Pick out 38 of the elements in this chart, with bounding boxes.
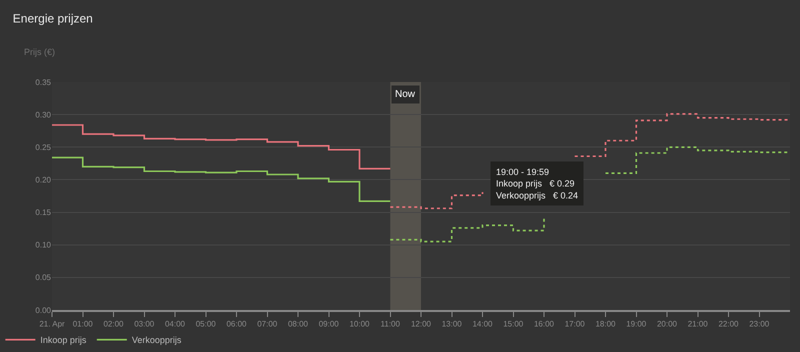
x-tick-label: 21:00	[688, 320, 708, 329]
x-tick-label: 19:00	[626, 320, 647, 329]
x-tick-label: 16:00	[534, 320, 555, 329]
x-tick-label: 03:00	[134, 320, 155, 329]
band-label: Now	[395, 89, 416, 100]
chart-title: Energie prijzen	[12, 11, 93, 26]
x-tick-label: 08:00	[288, 320, 309, 329]
x-tick-label: 11:00	[380, 320, 401, 329]
y-axis-title: Prijs (€)	[24, 47, 55, 57]
x-tick-label: 02:00	[103, 320, 124, 329]
annotation: 19:00 - 19:59 Inkoop prijs € 0.29 Verkoopprijs € 0.24	[496, 167, 578, 200]
x-tick-label: 23:00	[749, 320, 770, 329]
x-tick-label: 06:00	[226, 320, 248, 329]
y-tick-label: 0.25	[35, 142, 52, 152]
legend-label: Inkoop prijs	[40, 335, 87, 346]
x-tick-label: 13:00	[442, 320, 462, 329]
x-tick-label: 05:00	[196, 320, 216, 329]
legend-label: Verkoopprijs	[132, 335, 182, 346]
x-tick-label: 21. Apr	[39, 320, 66, 329]
x-tick-label: 04:00	[164, 320, 186, 329]
x-tick-label: 01:00	[72, 320, 94, 329]
y-tick-label: 0.15	[35, 208, 52, 218]
x-tick-label: 09:00	[318, 320, 340, 329]
x-tick-label: 20:00	[656, 320, 678, 329]
y-tick-label: 0.20	[35, 176, 52, 185]
y-tick-label: 0.00	[35, 306, 52, 315]
y-tick-label: 0.35	[35, 78, 52, 87]
y-tick-label: 0.05	[35, 273, 52, 282]
x-tick-label: 17:00	[564, 320, 586, 329]
x-tick-label: 14:00	[472, 320, 494, 329]
x-tick-label: 18:00	[595, 320, 616, 329]
x-tick-label: 22:00	[718, 320, 740, 329]
x-tick-label: 15:00	[503, 320, 524, 329]
y-tick-label: 0.30	[35, 110, 52, 120]
x-tick-label: 12:00	[410, 320, 432, 329]
x-tick-label: 10:00	[349, 320, 370, 329]
y-tick-label: 0.10	[35, 240, 52, 250]
x-tick-label: 07:00	[257, 320, 278, 329]
